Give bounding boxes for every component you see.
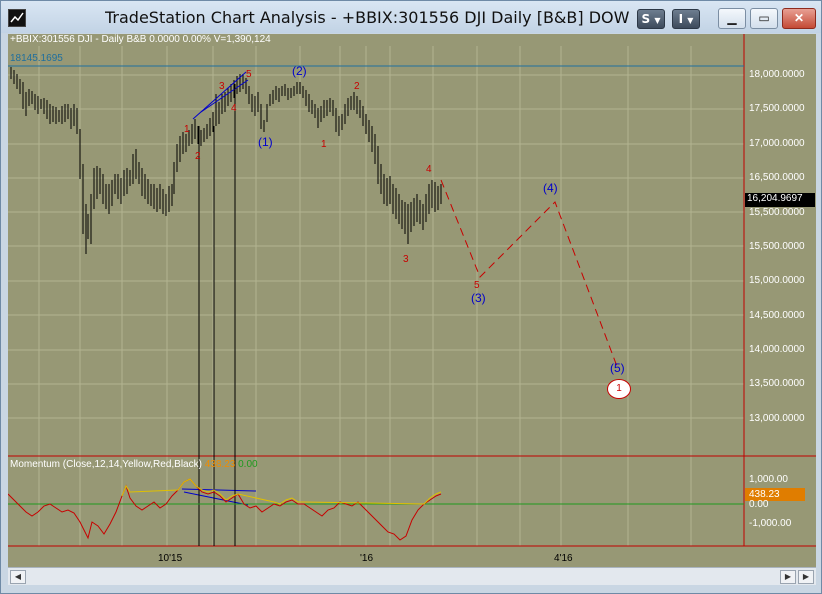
sub-label: 5	[474, 280, 480, 291]
sub-label: 2	[354, 81, 360, 92]
scroll-right-arrow-icon[interactable]: ▶	[780, 570, 796, 584]
chart-header: +BBIX:301556 DJI - Daily B&B 0.0000 0.00…	[10, 34, 271, 45]
momentum-axis-tick: 1,000.00	[749, 474, 788, 485]
momentum-line	[8, 478, 442, 541]
price-tick: 15,500.0000	[749, 241, 805, 252]
momentum-axis-tick: 0.00	[749, 499, 769, 510]
i-dropdown-button[interactable]: I ▼	[672, 9, 700, 29]
momentum-current-label: 438.23	[749, 489, 780, 500]
price-axis: 18,000.0000 17,500.0000 17,000.0000 16,5…	[749, 34, 815, 454]
sub-label: 4	[426, 164, 432, 175]
sub-label: 1	[184, 124, 190, 135]
projection-line	[440, 179, 619, 370]
price-tick: 15,000.0000	[749, 275, 805, 286]
chart-svg	[8, 34, 816, 547]
last-price-label: 16,204.9697	[747, 193, 803, 204]
price-tick: 16,500.0000	[749, 172, 805, 183]
title-bar[interactable]: TradeStation Chart Analysis - +BBIX:3015…	[1, 1, 821, 33]
s-button-label: S	[641, 12, 651, 26]
minimize-button[interactable]: ▁	[718, 8, 746, 29]
wave-label-1: (1)	[258, 135, 273, 149]
price-bars	[10, 67, 442, 254]
wave-label-3: (3)	[471, 291, 486, 305]
sub-label: 1	[321, 139, 327, 150]
scroll-end-arrow-icon[interactable]: ▶	[798, 570, 814, 584]
date-tick: 10'15	[158, 553, 183, 564]
price-tick: 14,000.0000	[749, 344, 805, 355]
horizontal-scrollbar[interactable]: ◀ ▶ ▶	[8, 567, 816, 585]
wave-label-5: (5)	[610, 361, 625, 375]
window-title: TradeStation Chart Analysis - +BBIX:3015…	[105, 8, 633, 27]
last-price-box	[745, 193, 815, 207]
momentum-line-positive	[121, 478, 442, 505]
vertical-markers	[198, 84, 236, 546]
momentum-value: 438.23	[204, 459, 236, 470]
price-tick: 13,500.0000	[749, 378, 805, 389]
sub-label: 5	[246, 69, 252, 80]
chart-canvas[interactable]: +BBIX:301556 DJI - Daily B&B 0.0000 0.00…	[8, 34, 816, 576]
date-tick: '16	[360, 553, 374, 564]
chevron-down-icon: ▼	[654, 16, 661, 25]
sub-label: 4	[231, 103, 237, 114]
momentum-value-box	[745, 488, 805, 501]
close-button[interactable]: ✕	[782, 8, 816, 29]
maximize-icon: ▭	[758, 11, 770, 25]
circle-wave-label: 1	[607, 379, 631, 399]
price-tick: 17,500.0000	[749, 103, 805, 114]
momentum-zero-value: 0.00	[238, 459, 258, 470]
grid-lines	[8, 46, 744, 546]
sub-label: 2	[195, 151, 201, 162]
price-tick: 14,500.0000	[749, 310, 805, 321]
i-button-label: I	[678, 12, 684, 26]
close-icon: ✕	[793, 11, 805, 25]
date-tick: 4'16	[554, 553, 573, 564]
chevron-down-icon: ▼	[687, 16, 694, 25]
momentum-pane	[8, 478, 744, 541]
wave-label-4: (4)	[543, 181, 558, 195]
sub-label: 3	[403, 254, 409, 265]
s-dropdown-button[interactable]: S ▼	[637, 9, 665, 29]
price-tick: 17,000.0000	[749, 138, 805, 149]
sub-label: 3	[219, 81, 225, 92]
momentum-indicator-name: Momentum (Close,12,14,Yellow,Red,Black)	[10, 459, 202, 470]
tradestation-logo-icon	[8, 9, 26, 27]
momentum-label: Momentum (Close,12,14,Yellow,Red,Black) …	[10, 459, 258, 470]
channel-lines	[181, 71, 257, 506]
price-tick: 15,500.0000	[749, 207, 805, 218]
wave-label-2: (2)	[292, 64, 307, 78]
reference-line-label: 18145.1695	[10, 53, 63, 64]
price-tick: 18,000.0000	[749, 69, 805, 80]
momentum-axis-tick: -1,000.00	[749, 518, 792, 529]
minimize-icon: ▁	[727, 11, 737, 25]
price-tick: 13,000.0000	[749, 413, 805, 424]
scroll-left-arrow-icon[interactable]: ◀	[10, 570, 26, 584]
maximize-button[interactable]: ▭	[750, 8, 778, 29]
